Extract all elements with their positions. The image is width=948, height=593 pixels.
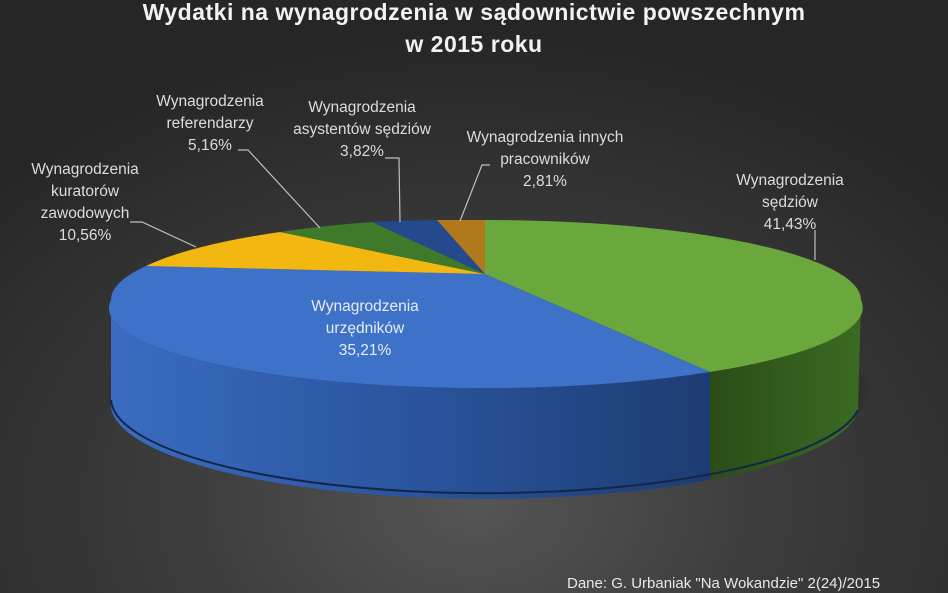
chart-title-line-1: Wydatki na wynagrodzenia w sądownictwie … <box>142 0 806 25</box>
pie-bottom-edge <box>110 399 859 495</box>
label-sedziow: Wynagrodzenia sędziów 41,43% <box>736 172 844 233</box>
slice-top-sedziow[interactable] <box>485 219 863 372</box>
label-referendarzy: Wynagrodzenia referendarzy 5,16% <box>156 93 264 154</box>
chart-title: Wydatki na wynagrodzenia w sądownictwie … <box>0 0 948 60</box>
label-asystentow: Wynagrodzenia asystentów sędziów 3,82% <box>293 99 431 160</box>
data-source-note: Dane: G. Urbaniak "Na Wokandzie" 2(24)/2… <box>567 575 881 592</box>
label-kuratorow: Wynagrodzenia kuratorów zawodowych 10,56… <box>31 161 139 244</box>
label-innych: Wynagrodzenia innych pracowników 2,81% <box>466 129 624 190</box>
slice-side-urzednikow <box>109 300 711 499</box>
slice-top-innych[interactable] <box>437 220 485 274</box>
leader-line-kuratorow <box>130 221 197 248</box>
chart-title-line-2: w 2015 roku <box>405 31 543 57</box>
slice-top-asystentow[interactable] <box>372 220 485 274</box>
leader-line-referendarzy <box>238 149 321 229</box>
slice-top-urzednikow[interactable] <box>109 266 710 389</box>
label-urzednikow: Wynagrodzenia urzędników 35,21% <box>311 298 419 359</box>
leader-line-innych <box>459 164 490 222</box>
slice-side-sedziow <box>710 300 863 480</box>
slice-top-referendarzy[interactable] <box>280 222 485 274</box>
leader-line-asystentow <box>385 157 401 223</box>
slice-top-kuratorow[interactable] <box>146 232 485 274</box>
